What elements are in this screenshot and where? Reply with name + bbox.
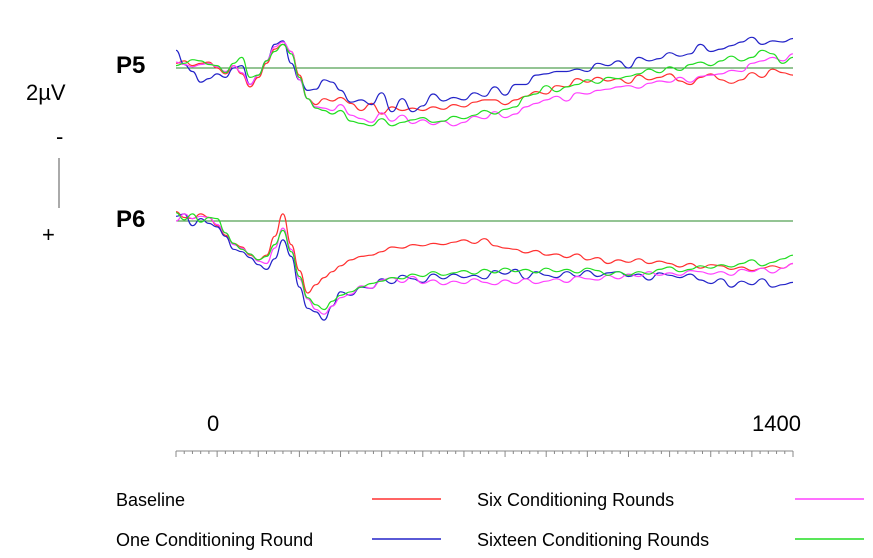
series-line-one-p6 xyxy=(175,213,794,321)
legend-label-baseline: Baseline xyxy=(116,490,186,510)
x-tick-label-1400: 1400 xyxy=(752,411,801,436)
scale-bar-positive-sign: + xyxy=(42,222,55,247)
time-axis xyxy=(175,450,794,457)
channel-p5 xyxy=(175,36,794,127)
waveform-layer xyxy=(175,36,794,321)
scale-bar-value: 2µV xyxy=(26,80,66,105)
series-line-sixteen-p5 xyxy=(175,43,794,127)
x-tick-label-0: 0 xyxy=(207,411,220,436)
scale-bar-negative-sign: - xyxy=(56,124,64,149)
series-line-baseline-p5 xyxy=(175,43,794,115)
legend-label-six: Six Conditioning Rounds xyxy=(477,490,675,510)
legend-label-one: One Conditioning Round xyxy=(116,530,314,550)
channel-p6 xyxy=(175,211,794,321)
channel-label-p5: P5 xyxy=(116,52,146,79)
series-line-six-p6 xyxy=(175,213,794,315)
series-line-six-p5 xyxy=(175,41,794,127)
series-line-one-p5 xyxy=(175,36,794,113)
legend-label-sixteen: Sixteen Conditioning Rounds xyxy=(477,530,710,550)
channel-label-p6: P6 xyxy=(116,206,146,233)
series-line-sixteen-p6 xyxy=(175,212,794,311)
series-line-baseline-p6 xyxy=(175,211,794,294)
legend-swatches xyxy=(372,498,864,540)
